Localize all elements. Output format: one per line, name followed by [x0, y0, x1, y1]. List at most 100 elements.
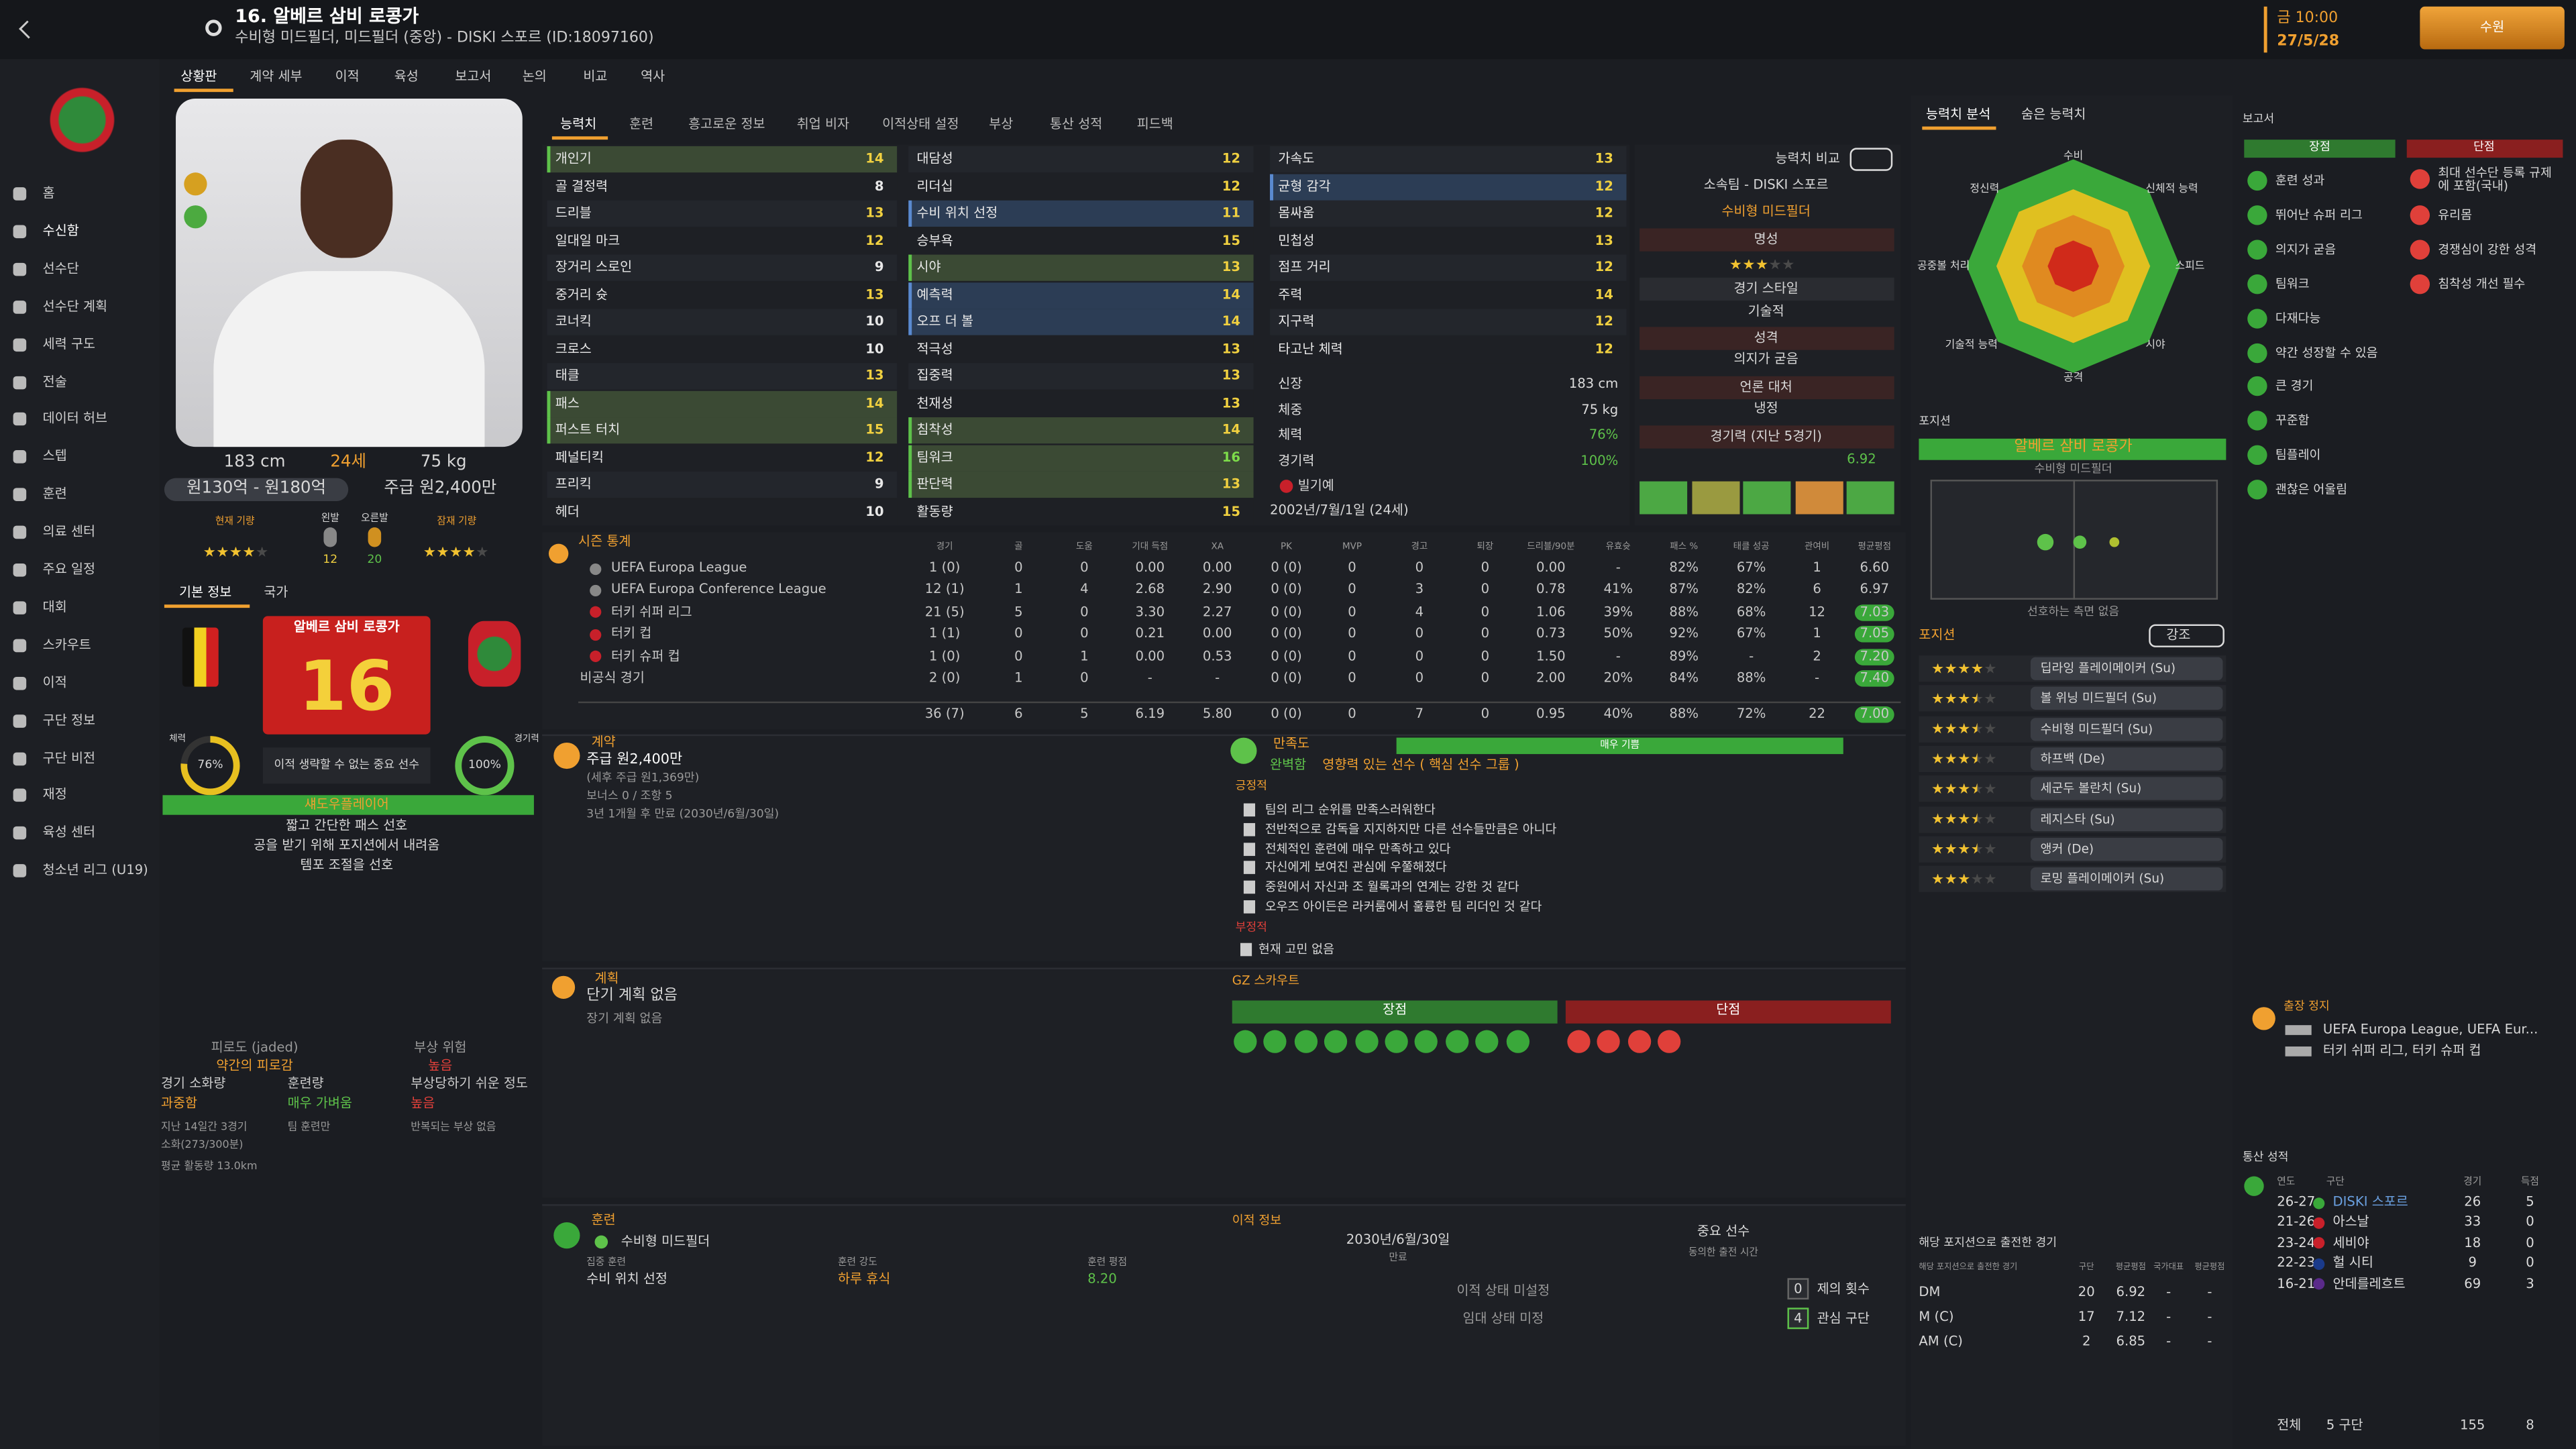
nav-item[interactable]: 데이터 허브 — [42, 411, 108, 427]
fitness-field: 지난 14일간 3경기 — [161, 1120, 248, 1134]
continue-button[interactable] — [2420, 6, 2565, 50]
apps-cell: - — [2166, 1285, 2171, 1300]
nav-item[interactable]: 스텝 — [42, 449, 67, 464]
nav-item[interactable]: 홈 — [42, 185, 55, 201]
role-box[interactable] — [2030, 717, 2223, 741]
nav-item[interactable]: 대회 — [42, 599, 67, 614]
star — [463, 546, 475, 557]
report-pro: 약간 성장할 수 있음 — [2275, 344, 2378, 360]
subtab[interactable]: 피드백 — [1136, 116, 1173, 131]
stat-cell: 0 (0) — [1271, 648, 1302, 663]
stat-header: 평균평점 — [1858, 542, 1892, 553]
role-box[interactable] — [2030, 867, 2223, 891]
history-cell: 33 — [2464, 1214, 2481, 1230]
subtab[interactable]: 흥고로운 정보 — [688, 116, 765, 131]
icon — [588, 629, 601, 641]
rating-pill — [1854, 670, 1894, 687]
nav-item[interactable]: 주요 일정 — [42, 561, 96, 577]
role-box[interactable] — [2030, 687, 2223, 710]
position-title: 포지션 — [1919, 415, 1951, 428]
role-box[interactable] — [2030, 777, 2223, 801]
tab[interactable]: 논의 — [522, 68, 547, 84]
nav-item[interactable]: 청소년 리그 (U19) — [42, 863, 148, 878]
report-pro: 팀워크 — [2275, 276, 2310, 291]
nav-item[interactable]: 선수단 계획 — [42, 298, 108, 313]
stat-cell: 0 — [1080, 670, 1089, 686]
nav-item[interactable]: 훈련 — [42, 486, 67, 502]
nav-icon — [13, 789, 27, 803]
contract-wage: 주급 원2,400만 — [586, 752, 683, 769]
role-name: 앵커 (De) — [2040, 841, 2094, 857]
competition: UEFA Europa League — [611, 560, 747, 576]
role-box[interactable] — [2030, 747, 2223, 771]
tab[interactable]: 상황판 — [180, 68, 217, 84]
fitness-field: 매우 가벼움 — [287, 1095, 352, 1111]
attribute-value: 14 — [1222, 286, 1240, 302]
positive: 오우즈 아이든은 라커룸에서 훌륭한 팀 리더인 것 같다 — [1265, 899, 1542, 914]
physical-label: 경기력 — [1278, 453, 1315, 468]
analysis-tab[interactable]: 숨은 능력치 — [2021, 107, 2086, 122]
tab[interactable]: 이적 — [335, 68, 360, 84]
nav-item[interactable]: 구단 비전 — [42, 749, 96, 765]
history-cell: 헐 시티 — [2332, 1255, 2373, 1271]
role-box[interactable] — [2030, 657, 2223, 680]
nav-icon — [13, 450, 27, 464]
role-box[interactable] — [2030, 807, 2223, 830]
radar-label: 수비 — [2063, 149, 2084, 162]
icon — [2410, 169, 2430, 189]
form-bar — [1640, 481, 1688, 515]
compare-field: 언론 대처 — [1739, 379, 1792, 394]
subtab[interactable]: 취업 비자 — [796, 116, 850, 131]
stat-header: MVP — [1342, 542, 1362, 553]
tab[interactable]: 비교 — [583, 68, 608, 84]
apps-cell: M (C) — [1919, 1309, 1954, 1324]
info-tab[interactable]: 국가 — [264, 584, 288, 600]
stat-cell: 89% — [1669, 648, 1699, 663]
transfer-expiry: 2030년/6월/30일 — [1346, 1232, 1450, 1247]
nav-item[interactable]: 의료 센터 — [42, 524, 96, 539]
nav-item[interactable]: 스카우트 — [42, 637, 91, 652]
nav-item[interactable]: 세력 구도 — [42, 336, 96, 352]
player-subtitle: 수비형 미드필더, 미드필더 (중앙) - DISKI 스포르 (ID:1809… — [235, 30, 654, 47]
style-bar — [162, 795, 534, 815]
nav-item[interactable]: 재정 — [42, 788, 67, 803]
subtab[interactable]: 훈련 — [629, 116, 654, 131]
name-card — [262, 616, 431, 735]
nav-item[interactable]: 전술 — [42, 374, 67, 389]
trait: 템포 조절을 선호 — [300, 857, 394, 873]
info-tab[interactable]: 기본 정보 — [178, 584, 232, 600]
nav-item[interactable]: 선수단 — [42, 260, 79, 276]
nav-item[interactable]: 수신함 — [42, 223, 79, 238]
analysis-tab[interactable]: 능력치 분석 — [1926, 107, 1991, 122]
attribute-row — [547, 146, 898, 173]
tab[interactable]: 보고서 — [455, 68, 492, 84]
icon — [1324, 1030, 1348, 1053]
compare-dropdown[interactable] — [1849, 148, 1893, 171]
icon — [1567, 1030, 1591, 1053]
training-field: 하루 휴식 — [837, 1271, 891, 1287]
icon — [588, 606, 601, 619]
nav-icon — [13, 525, 27, 539]
attribute-name: 대담성 — [916, 151, 953, 166]
subtab[interactable]: 부상 — [989, 116, 1014, 131]
suspension-icon — [2285, 1046, 2312, 1057]
attribute-name: 팀워크 — [916, 449, 953, 464]
positive: 팀의 리그 순위를 만족스러워한다 — [1265, 802, 1436, 817]
nav-item[interactable]: 구단 정보 — [42, 712, 96, 727]
emphasis-button[interactable] — [2149, 624, 2224, 647]
role-box[interactable] — [2030, 837, 2223, 861]
subtab[interactable]: 이적상태 설정 — [882, 116, 959, 131]
subtab[interactable]: 능력치 — [560, 116, 597, 131]
tab[interactable]: 육성 — [394, 68, 419, 84]
icon — [1445, 1030, 1468, 1053]
negative-label: 부정적 — [1235, 920, 1267, 934]
tab[interactable]: 역사 — [641, 68, 665, 84]
tab[interactable]: 계약 세부 — [250, 68, 303, 84]
nav-item[interactable]: 육성 센터 — [42, 825, 96, 841]
attribute-name: 예측력 — [916, 286, 953, 302]
stat-cell: 0 (0) — [1271, 670, 1302, 686]
positive: 전반적으로 감독을 지지하지만 다른 선수들만큼은 아니다 — [1265, 821, 1557, 837]
nav-item[interactable]: 이적 — [42, 674, 67, 690]
subtab[interactable]: 통산 성적 — [1049, 116, 1103, 131]
stat-cell: 7.05 — [1860, 626, 1890, 641]
